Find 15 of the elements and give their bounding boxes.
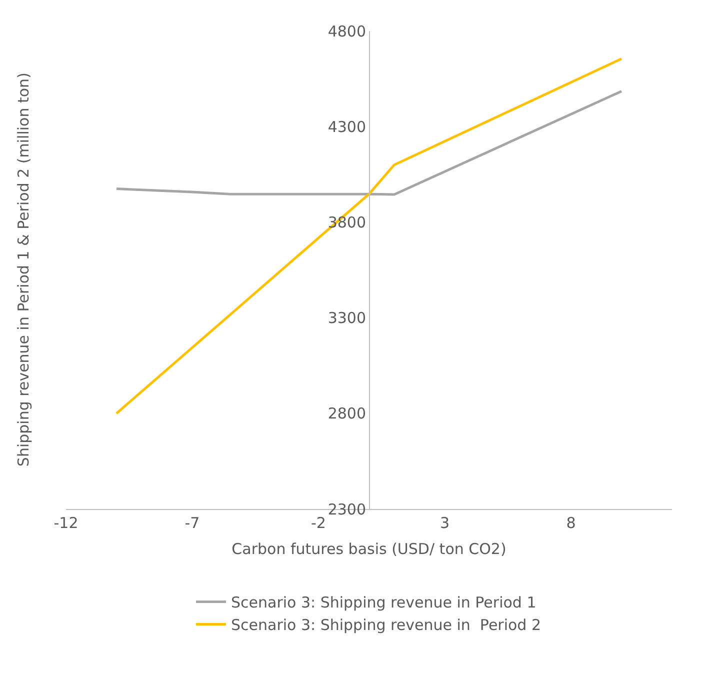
y-tick-label: 2300 bbox=[328, 500, 366, 518]
x-tick-label: -2 bbox=[311, 514, 326, 532]
x-tick-label: 3 bbox=[440, 514, 450, 532]
y-tick-label: 4800 bbox=[328, 22, 366, 40]
legend-label: Scenario 3: Shipping revenue in Period 1 bbox=[231, 594, 536, 612]
x-tick-label: -7 bbox=[184, 514, 200, 532]
x-tick-label: -12 bbox=[54, 514, 78, 532]
y-tick-label: 4300 bbox=[328, 118, 366, 136]
y-axis-title: Shipping revenue in Period 1 & Period 2 (million ton) bbox=[14, 72, 33, 467]
legend-label: Scenario 3: Shipping revenue in Period 2 bbox=[231, 616, 542, 634]
y-tick-label: 2800 bbox=[328, 404, 366, 423]
line-series bbox=[115, 90, 623, 196]
x-tick-label: 8 bbox=[566, 514, 576, 532]
x-axis-title: Carbon futures basis (USD/ ton CO2) bbox=[232, 540, 506, 558]
y-tick-label: 3300 bbox=[328, 309, 366, 328]
